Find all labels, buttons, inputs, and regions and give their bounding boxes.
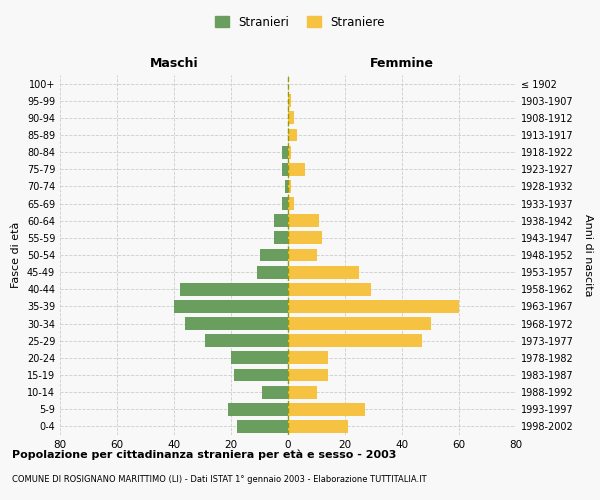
Bar [288,352,328,364]
Bar [283,163,288,175]
Bar [283,146,288,158]
Y-axis label: Anni di nascita: Anni di nascita [583,214,593,296]
Bar [288,180,291,193]
Bar [185,317,288,330]
Bar [274,214,288,227]
Bar [260,248,288,262]
Bar [288,128,296,141]
Bar [236,420,288,433]
Bar [288,146,291,158]
Bar [288,112,294,124]
Bar [274,232,288,244]
Text: Maschi: Maschi [149,57,199,70]
Legend: Stranieri, Straniere: Stranieri, Straniere [210,11,390,34]
Bar [288,283,371,296]
Bar [288,368,328,382]
Bar [228,403,288,415]
Bar [283,197,288,210]
Text: COMUNE DI ROSIGNANO MARITTIMO (LI) - Dati ISTAT 1° gennaio 2003 - Elaborazione T: COMUNE DI ROSIGNANO MARITTIMO (LI) - Dat… [12,475,427,484]
Bar [262,386,288,398]
Bar [288,163,305,175]
Bar [288,266,359,278]
Bar [285,180,288,193]
Bar [288,232,322,244]
Bar [174,300,288,313]
Bar [288,94,291,107]
Bar [180,283,288,296]
Bar [288,334,422,347]
Y-axis label: Fasce di età: Fasce di età [11,222,21,288]
Bar [288,300,459,313]
Bar [205,334,288,347]
Text: Femmine: Femmine [370,57,434,70]
Bar [231,352,288,364]
Bar [288,317,431,330]
Bar [288,214,319,227]
Bar [288,386,317,398]
Bar [288,403,365,415]
Text: Popolazione per cittadinanza straniera per età e sesso - 2003: Popolazione per cittadinanza straniera p… [12,450,397,460]
Bar [288,197,294,210]
Bar [288,420,348,433]
Bar [288,248,317,262]
Bar [257,266,288,278]
Bar [234,368,288,382]
